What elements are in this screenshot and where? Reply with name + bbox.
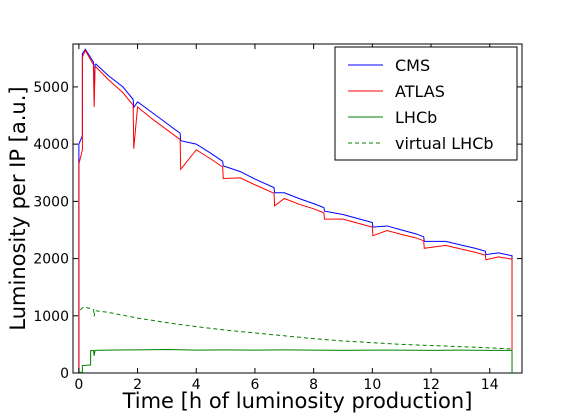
series-line-cms <box>78 48 513 373</box>
series-line-lhcb <box>78 349 513 373</box>
x-tick-label: 6 <box>250 377 259 393</box>
y-tick-label: 0 <box>60 366 69 382</box>
legend-label: LHCb <box>395 108 437 127</box>
legend-label: virtual LHCb <box>395 134 494 153</box>
x-tick-label: 2 <box>133 377 142 393</box>
series-line-virtual-lhcb <box>79 306 513 350</box>
y-tick-label: 1000 <box>33 309 69 325</box>
x-tick-label: 14 <box>481 377 499 393</box>
y-tick-label: 3000 <box>33 194 69 210</box>
x-tick-label: 10 <box>363 377 381 393</box>
x-tick-label: 0 <box>74 377 83 393</box>
legend-label: ATLAS <box>395 82 445 101</box>
axes-frame <box>72 43 523 374</box>
y-tick-label: 5000 <box>33 80 69 96</box>
x-axis-label: Time [h of luminosity production] <box>122 389 473 413</box>
legend-label: CMS <box>395 56 430 75</box>
y-tick-label: 2000 <box>33 252 69 268</box>
ticks-layer <box>73 44 522 374</box>
y-axis-label: Luminosity per IP [a.u.] <box>6 86 30 330</box>
x-tick-label: 8 <box>309 377 318 393</box>
legend: CMS ATLAS LHCb virtual LHCb <box>334 46 518 161</box>
x-tick-label: 12 <box>422 377 440 393</box>
series-layer <box>78 48 513 373</box>
y-tick-label: 4000 <box>33 137 69 153</box>
labels-layer: 0 2 4 6 8 10 12 14 0 1000 2000 3000 4000 5000 Time [h … <box>6 80 499 413</box>
legend-box <box>334 46 518 161</box>
x-tick-label: 4 <box>192 377 201 393</box>
series-line-atlas <box>78 49 513 373</box>
plot-area <box>72 43 523 374</box>
